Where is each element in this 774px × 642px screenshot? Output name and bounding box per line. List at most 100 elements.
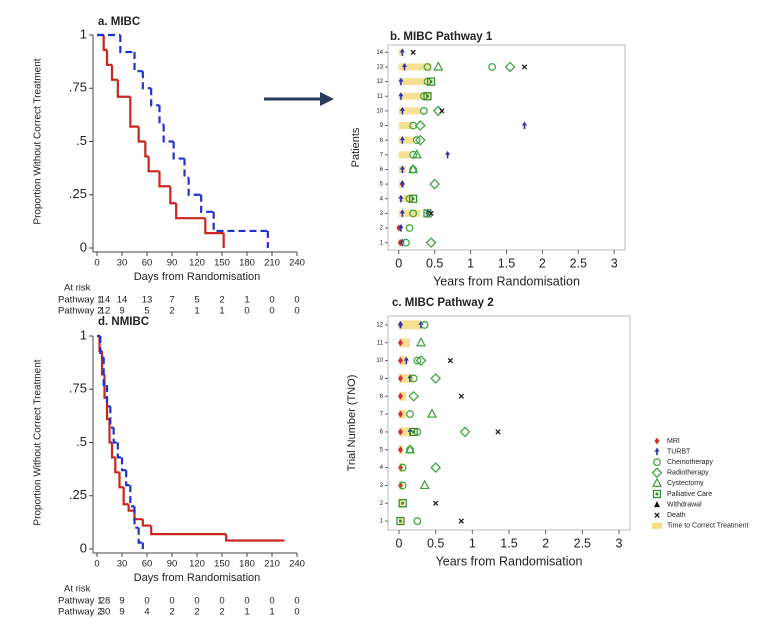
risk-row-name: Pathway 2 bbox=[58, 607, 102, 618]
event-marker bbox=[402, 62, 408, 71]
y-tick-label: 7 bbox=[380, 152, 384, 158]
risk-count: 0 bbox=[269, 306, 274, 317]
survival-step bbox=[169, 186, 177, 205]
event-marker bbox=[413, 356, 422, 365]
risk-count: 2 bbox=[219, 607, 224, 618]
event-marker bbox=[420, 106, 428, 115]
event-marker bbox=[504, 61, 516, 73]
y-tick-label: 1 bbox=[380, 519, 384, 525]
y-tick-label: .25 bbox=[69, 487, 87, 502]
event-marker bbox=[409, 209, 418, 218]
legend-label: Chemotherapy bbox=[667, 459, 713, 466]
legend-label: MRI bbox=[667, 438, 680, 445]
y-axis-label: Patients bbox=[350, 127, 362, 167]
x-tick-label: 90 bbox=[167, 559, 178, 570]
survival-step bbox=[141, 519, 152, 527]
y-tick-label: 0 bbox=[80, 239, 87, 254]
risk-count: 0 bbox=[294, 607, 299, 618]
treatment-bar bbox=[399, 373, 414, 383]
risk-count: 0 bbox=[294, 596, 299, 607]
survival-step bbox=[183, 158, 189, 179]
y-tick-label: 11 bbox=[377, 94, 384, 100]
survival-step bbox=[122, 487, 129, 506]
legend-label: Radiotherapy bbox=[667, 470, 709, 477]
treatment-bar bbox=[399, 338, 410, 348]
y-axis-label: Trial Number (TNO) bbox=[346, 375, 358, 472]
survival-step bbox=[133, 52, 143, 73]
legend-label: Time to Correct Treatment bbox=[667, 523, 748, 530]
risk-count: 0 bbox=[269, 596, 274, 607]
x-tick-label: 150 bbox=[214, 559, 230, 570]
y-tick-label: 8 bbox=[380, 138, 384, 144]
legend-label: Palliative Care bbox=[667, 491, 712, 498]
y-axis-label: Proportion Without Correct Treatment bbox=[33, 359, 44, 525]
x-tick-label: 0 bbox=[396, 536, 403, 550]
event-marker bbox=[495, 429, 501, 435]
event-marker bbox=[410, 49, 416, 55]
treatment-bar bbox=[399, 498, 403, 508]
risk-row-name: Pathway 1 bbox=[58, 295, 102, 306]
x-tick-label: 180 bbox=[239, 559, 255, 570]
y-tick-label: 11 bbox=[377, 340, 384, 346]
y-tick-label: 8 bbox=[380, 394, 384, 400]
event-marker bbox=[408, 390, 420, 402]
event-marker bbox=[406, 410, 414, 418]
x-tick-label: 120 bbox=[189, 559, 205, 570]
event-marker bbox=[458, 393, 464, 399]
event-marker bbox=[425, 237, 437, 249]
risk-count: 5 bbox=[194, 295, 199, 306]
event-marker bbox=[430, 373, 442, 384]
y-tick-label: .5 bbox=[76, 434, 87, 449]
y-tick-label: 7 bbox=[380, 412, 384, 418]
event-marker bbox=[403, 356, 409, 365]
risk-count: 0 bbox=[244, 306, 249, 317]
event-marker bbox=[398, 499, 407, 508]
risk-count: 5 bbox=[144, 306, 149, 317]
x-tick-label: 1.5 bbox=[500, 536, 517, 550]
survival-step bbox=[129, 485, 135, 508]
x-tick-label: 0.5 bbox=[426, 256, 443, 270]
event-marker bbox=[397, 339, 403, 347]
treatment-bar bbox=[398, 78, 432, 86]
x-tick-label: 0 bbox=[94, 559, 99, 570]
event-marker bbox=[652, 477, 662, 487]
event-marker bbox=[430, 462, 442, 473]
event-marker bbox=[414, 134, 426, 146]
event-marker bbox=[423, 63, 432, 71]
y-tick-label: 10 bbox=[376, 358, 383, 364]
y-tick-label: .25 bbox=[69, 186, 87, 201]
risk-count: 0 bbox=[219, 596, 224, 607]
y-tick-label: 5 bbox=[380, 447, 384, 453]
survival-step bbox=[158, 171, 171, 188]
risk-count: 4 bbox=[144, 607, 149, 618]
survival-step bbox=[144, 141, 149, 158]
event-marker bbox=[433, 61, 444, 71]
event-marker bbox=[399, 106, 405, 115]
y-tick-label: 12 bbox=[376, 322, 383, 328]
event-marker bbox=[415, 355, 427, 366]
survival-step bbox=[110, 64, 118, 81]
event-marker bbox=[654, 512, 660, 518]
survival-step bbox=[114, 457, 120, 474]
legend-swatch bbox=[652, 522, 662, 529]
survival-step bbox=[204, 218, 224, 235]
risk-count: 2 bbox=[169, 607, 174, 618]
event-marker bbox=[398, 224, 404, 232]
event-marker bbox=[397, 357, 403, 365]
survival-step bbox=[137, 527, 143, 544]
risk-count: 2 bbox=[219, 295, 224, 306]
treatment-bar bbox=[398, 122, 414, 130]
x-tick-label: 1 bbox=[467, 256, 474, 270]
treatment-bar bbox=[398, 136, 414, 144]
survival-step bbox=[119, 35, 135, 54]
treatment-bar bbox=[399, 427, 414, 437]
y-tick-label: 0 bbox=[80, 540, 87, 555]
legend-label: Death bbox=[667, 512, 686, 519]
risk-count: 2 bbox=[194, 607, 199, 618]
event-marker bbox=[409, 194, 418, 203]
y-tick-label: 6 bbox=[380, 429, 384, 435]
event-marker bbox=[429, 178, 441, 190]
event-marker bbox=[416, 336, 426, 347]
risk-count: 12 bbox=[100, 306, 111, 317]
